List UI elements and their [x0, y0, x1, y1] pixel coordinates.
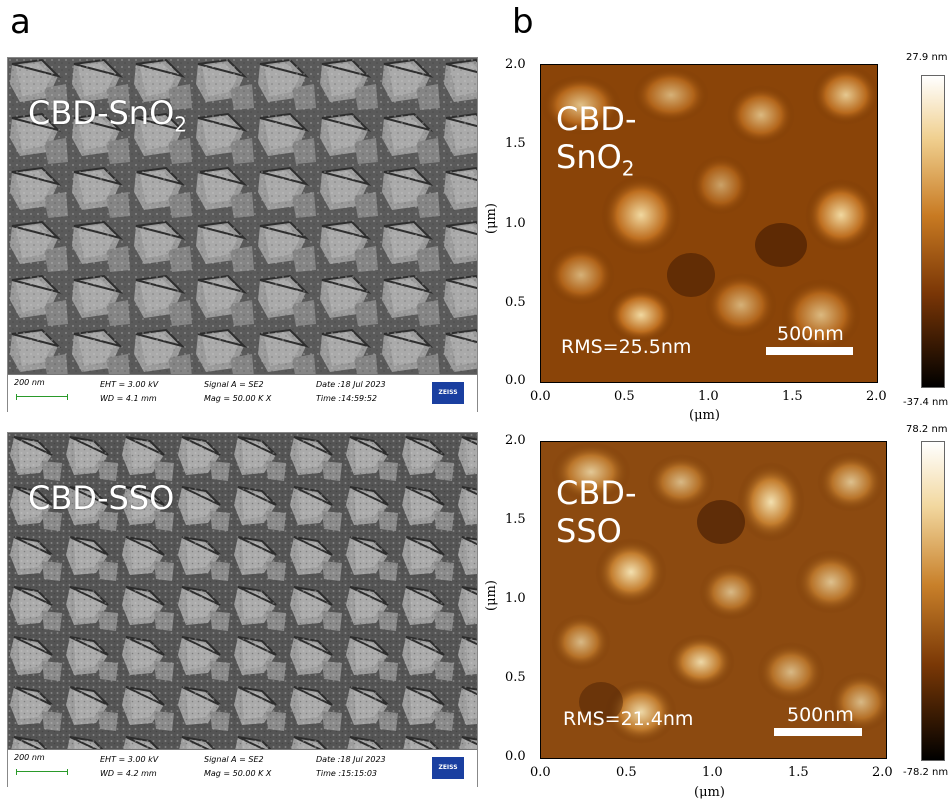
date-value: Date :18 Jul 2023 — [316, 380, 386, 389]
x-tick-label: 0.5 — [616, 765, 637, 780]
signal-value: Signal A = SE2 — [204, 755, 264, 764]
afm-height-map-bottom — [540, 441, 887, 759]
y-tick-label: 0.0 — [505, 373, 526, 388]
zeiss-logo: ZEISS — [432, 382, 464, 404]
rms-value-top: RMS=25.5nm — [561, 336, 692, 358]
colorbar-min-label: -37.4 nm — [903, 397, 949, 408]
sem-sample-label-top: CBD-SnO2 — [28, 94, 187, 137]
y-tick-label: 1.0 — [505, 216, 526, 231]
sem-micrograph-bottom — [8, 433, 477, 749]
eht-value: EHT = 3.00 kV — [100, 380, 159, 389]
scale-label: 200 nm — [14, 753, 45, 762]
colorbar-bottom — [921, 441, 945, 761]
y-tick-label: 2.0 — [505, 433, 526, 448]
panel-letter-b: b — [512, 2, 534, 42]
sem-micrograph-top — [8, 58, 477, 374]
x-axis-title: (μm) — [694, 785, 725, 800]
x-tick-label: 1.5 — [782, 389, 803, 404]
x-axis-title: (μm) — [689, 408, 720, 423]
panel-letter-a: a — [10, 2, 31, 42]
sem-databar-top: 200 nm EHT = 3.00 kV WD = 4.1 mm Signal … — [8, 374, 477, 412]
mag-value: Mag = 50.00 K X — [204, 769, 272, 778]
colorbar-min-label: -78.2 nm — [903, 767, 949, 778]
y-tick-label: 0.5 — [505, 670, 526, 685]
afm-sample-label-top: CBD-SnO2 — [556, 100, 637, 181]
x-tick-label: 1.5 — [788, 765, 809, 780]
colorbar-top — [921, 75, 945, 388]
y-tick-label: 1.5 — [505, 512, 526, 527]
y-tick-label: 1.0 — [505, 591, 526, 606]
sem-scale-bar — [16, 394, 68, 400]
date-value: Date :18 Jul 2023 — [316, 755, 386, 764]
y-axis-title: (μm) — [484, 203, 499, 234]
y-tick-label: 0.0 — [505, 749, 526, 764]
time-value: Time :15:15:03 — [316, 769, 377, 778]
signal-value: Signal A = SE2 — [204, 380, 264, 389]
x-tick-label: 2.0 — [866, 389, 887, 404]
sem-image-panel-bottom: CBD-SSO 200 nm EHT = 3.00 kV WD = 4.2 mm… — [7, 432, 478, 787]
afm-height-map-top — [540, 64, 878, 383]
sem-scale-bar — [16, 769, 68, 775]
afm-scale-bar-top — [766, 347, 853, 355]
sem-databar-bottom: 200 nm EHT = 3.00 kV WD = 4.2 mm Signal … — [8, 749, 477, 787]
scale-label: 200 nm — [14, 378, 45, 387]
rms-value-bottom: RMS=21.4nm — [563, 708, 694, 730]
x-tick-label: 1.0 — [698, 389, 719, 404]
x-tick-label: 0.0 — [530, 765, 551, 780]
x-tick-label: 0.0 — [530, 389, 551, 404]
colorbar-max-label: 78.2 nm — [906, 424, 948, 435]
mag-value: Mag = 50.00 K X — [204, 394, 272, 403]
afm-scale-label-top: 500nm — [777, 323, 844, 345]
afm-sample-label-bottom: CBD-SSO — [556, 474, 637, 550]
eht-value: EHT = 3.00 kV — [100, 755, 159, 764]
sem-sample-label-bottom: CBD-SSO — [28, 479, 175, 517]
x-tick-label: 0.5 — [614, 389, 635, 404]
x-tick-label: 1.0 — [702, 765, 723, 780]
time-value: Time :14:59:52 — [316, 394, 377, 403]
sem-image-panel-top: CBD-SnO2 200 nm EHT = 3.00 kV WD = 4.1 m… — [7, 57, 478, 412]
afm-scale-label-bottom: 500nm — [787, 704, 854, 726]
y-tick-label: 2.0 — [505, 57, 526, 72]
y-tick-label: 0.5 — [505, 295, 526, 310]
afm-scale-bar-bottom — [774, 728, 862, 736]
y-tick-label: 1.5 — [505, 136, 526, 151]
wd-value: WD = 4.1 mm — [100, 394, 157, 403]
zeiss-logo: ZEISS — [432, 757, 464, 779]
wd-value: WD = 4.2 mm — [100, 769, 157, 778]
colorbar-max-label: 27.9 nm — [906, 52, 948, 63]
x-tick-label: 2.0 — [872, 765, 893, 780]
y-axis-title: (μm) — [484, 580, 499, 611]
